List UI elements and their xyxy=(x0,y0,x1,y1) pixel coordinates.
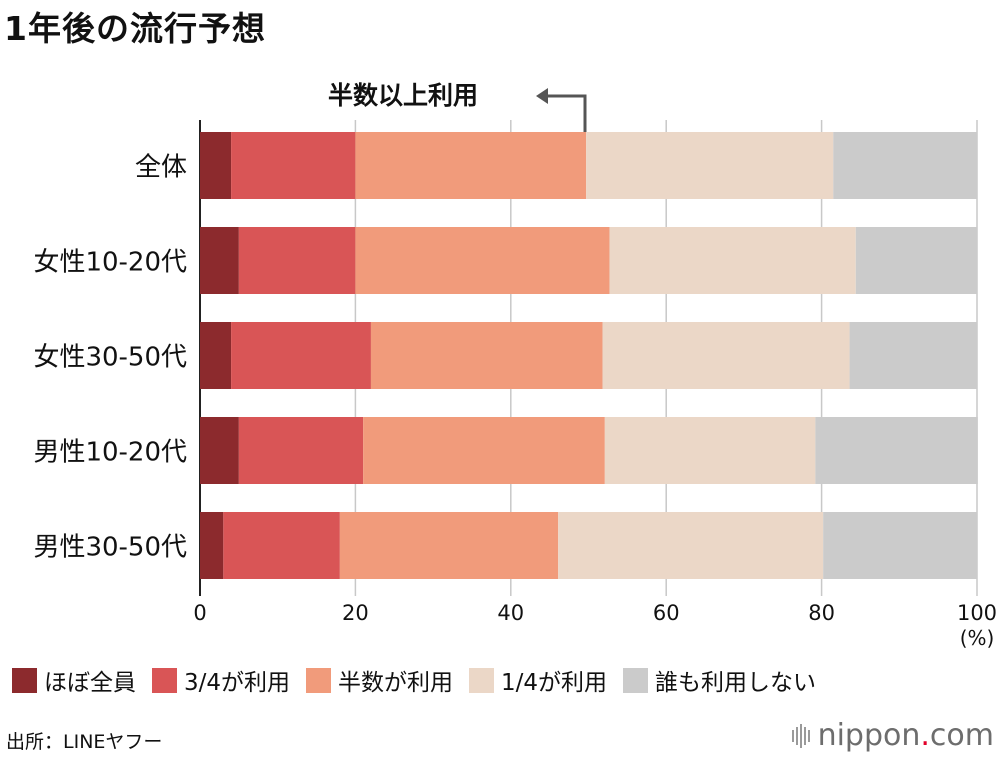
bar-segment xyxy=(370,322,603,389)
x-axis-ticks: 0 20 40 60 80 100(%) xyxy=(193,601,997,650)
bar-segment xyxy=(815,417,978,484)
legend: ほぼ全員 3/4が利用 半数が利用 1/4が利用 誰も利用しない xyxy=(12,663,832,697)
x-tick-label: 100 xyxy=(957,601,997,625)
bar-segment xyxy=(363,417,605,484)
bar-segment xyxy=(602,322,850,389)
bar-segment xyxy=(586,132,834,199)
category-label: 全体 xyxy=(135,153,187,183)
chart-title: 1年後の流行予想 xyxy=(4,9,266,48)
bar-segment xyxy=(849,322,977,389)
annotation-arrow xyxy=(545,94,587,132)
annotation-arrowhead xyxy=(536,88,548,104)
bar-segment xyxy=(855,227,977,294)
bar-segment xyxy=(231,322,371,389)
legend-label: 誰も利用しない xyxy=(655,670,817,696)
legend-label: 1/4が利用 xyxy=(501,670,608,696)
x-unit-label: (%) xyxy=(960,626,995,650)
bar-area xyxy=(200,132,978,579)
legend-item: 半数が利用 xyxy=(306,663,453,697)
bar-segment xyxy=(823,512,977,579)
x-tick-label: 60 xyxy=(653,601,680,625)
bar-segment xyxy=(200,322,232,389)
logo-dot: . xyxy=(920,718,930,753)
bar-segment xyxy=(238,227,356,294)
legend-swatch xyxy=(623,667,649,693)
x-tick-label: 80 xyxy=(808,601,835,625)
legend-label: 3/4が利用 xyxy=(184,670,291,696)
logo-bars-icon xyxy=(791,723,812,748)
category-label: 女性10-20代 xyxy=(33,248,187,278)
bar-segment xyxy=(558,512,824,579)
legend-swatch xyxy=(469,667,495,693)
source-note: 出所：LINEヤフー xyxy=(6,731,163,753)
bar-segment xyxy=(833,132,977,199)
category-label: 男性30-50代 xyxy=(33,533,187,563)
bar-segment xyxy=(339,512,559,579)
nippon-logo: nippon. com xyxy=(791,718,994,753)
bar-segment xyxy=(231,132,356,199)
bar-segment xyxy=(200,132,232,199)
bar-segment xyxy=(200,512,224,579)
legend-swatch xyxy=(306,667,332,693)
category-label: 男性10-20代 xyxy=(33,438,187,468)
bar-segment xyxy=(200,227,239,294)
x-tick-label: 20 xyxy=(342,601,369,625)
category-label: 女性30-50代 xyxy=(33,343,187,373)
legend-item: 1/4が利用 xyxy=(469,663,607,697)
logo-tld: com xyxy=(929,718,994,753)
bar-segment xyxy=(223,512,340,579)
legend-item: 誰も利用しない xyxy=(623,663,816,697)
x-tick-label: 40 xyxy=(497,601,524,625)
bar-segment xyxy=(609,227,856,294)
legend-label: ほぼ全員 xyxy=(44,670,136,696)
bar-segment xyxy=(355,132,587,199)
bar-segment xyxy=(355,227,610,294)
legend-swatch xyxy=(12,667,37,693)
bar-segment xyxy=(604,417,816,484)
bar-segment xyxy=(200,417,239,484)
legend-swatch xyxy=(152,667,177,693)
legend-label: 半数が利用 xyxy=(338,670,454,696)
annotation-group: 半数以上利用 xyxy=(328,81,587,132)
bar-segment xyxy=(238,417,364,484)
legend-item: 3/4が利用 xyxy=(152,663,290,697)
logo-name: nippon xyxy=(817,718,921,753)
legend-item: ほぼ全員 xyxy=(12,663,136,697)
x-tick-label: 0 xyxy=(193,601,206,625)
annotation-label: 半数以上利用 xyxy=(328,81,478,110)
